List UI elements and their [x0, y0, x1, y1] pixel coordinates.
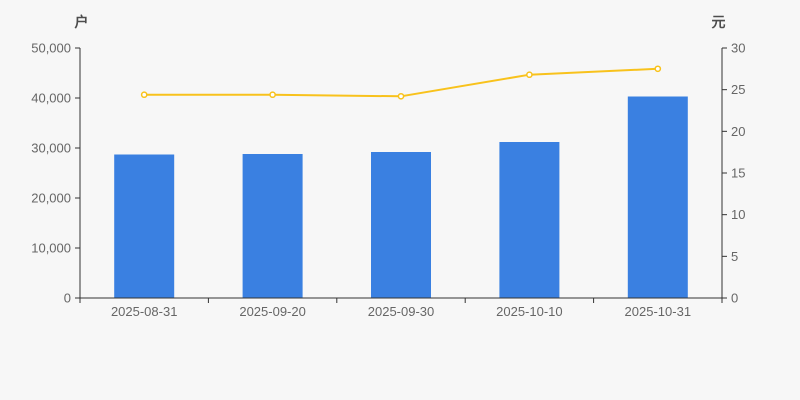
price-line-marker: [654, 65, 662, 73]
right-axis-tick-label: 20: [731, 124, 745, 139]
price-line-marker: [269, 91, 276, 99]
price-line-marker: [140, 91, 148, 99]
price-line-marker: [526, 71, 533, 79]
x-axis-date-label: 2025-09-30: [368, 304, 435, 319]
holder-count-bar: [499, 142, 560, 298]
left-axis-tick-label: 0: [64, 291, 71, 306]
price-line-marker: [397, 92, 405, 100]
holder-count-bar: [371, 152, 431, 298]
price-line: [143, 67, 659, 98]
right-axis-tick-label: 5: [731, 249, 738, 264]
x-axis-date-label: 2025-10-10: [496, 304, 563, 319]
left-axis-unit-label: 户: [74, 14, 90, 30]
holder-count-bar: [627, 96, 688, 298]
right-axis-tick-label: 15: [731, 166, 745, 181]
holder-count-bar: [114, 154, 175, 298]
right-axis-tick-label: 10: [731, 207, 745, 222]
right-axis-tick-label: 25: [731, 82, 745, 97]
x-axis-date-label: 2025-08-31: [111, 304, 178, 319]
holder-count-bar: [242, 154, 303, 298]
right-axis-unit-label: 元: [711, 14, 727, 30]
left-axis-tick-label: 20,000: [31, 191, 71, 206]
left-axis-tick-label: 10,000: [31, 241, 71, 256]
left-axis-tick-label: 30,000: [31, 141, 71, 156]
right-axis-tick-label: 30: [731, 41, 745, 56]
right-axis-tick-label: 0: [731, 291, 738, 306]
x-axis-date-label: 2025-10-31: [625, 304, 692, 319]
left-axis-tick-label: 50,000: [31, 41, 71, 56]
x-axis-date-label: 2025-09-20: [239, 304, 306, 319]
left-axis-tick-label: 40,000: [31, 91, 71, 106]
